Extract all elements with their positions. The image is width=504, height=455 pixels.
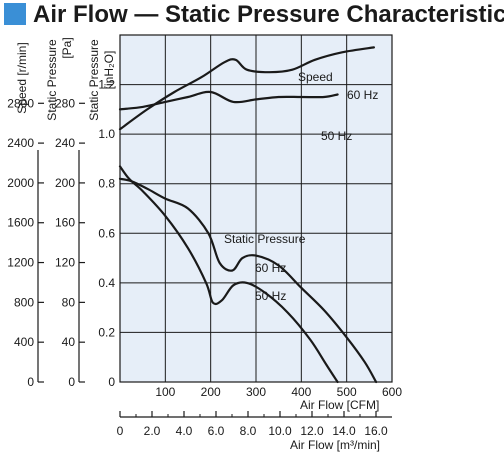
m3-tick-label: 10.0 [268,424,292,438]
pa-tick-label: 200 [55,176,75,190]
pa-tick-label: 0 [68,375,75,389]
pressure-pa-axis-label-line2: [Pa] [60,37,74,58]
x-m3-axis-label: Air Flow [m³/min] [290,438,380,452]
cfm-tick-label: 600 [382,385,402,399]
pressure-curve-60hz [118,177,378,384]
inh2o-tick-label: 1.0 [98,127,115,141]
speed-tick-label: 2000 [7,176,34,190]
speed-tick-label: 2800 [7,96,34,110]
speed-axis-label: Speed [r/min] [15,42,29,113]
curves [118,46,378,384]
pa-tick-label: 240 [55,136,75,150]
pa-tick-label: 40 [62,335,76,349]
pressure-pa-axis-label-line1: Static Pressure [45,39,59,121]
pa-tick-label: 280 [55,96,75,110]
pressure-pa-axis-ticks: 280 240 200 160 120 80 40 0 [55,96,85,389]
speed-tick-label: 1200 [7,256,34,270]
pressure-inh2o-axis-label-line2: [inH₂O] [102,51,116,90]
pa-tick-label: 80 [62,295,76,309]
m3-tick-label: 12.0 [300,424,324,438]
inh2o-tick-label: 1.2 [98,78,115,92]
x-m3-axis-ticks: 0 2.0 4.0 6.0 8.0 10.0 12.0 14.0 16.0 [117,411,388,438]
chart-title: Air Flow — Static Pressure Characteristi… [33,1,504,28]
speed-curve-50hz [118,90,339,111]
m3-tick-label: 0 [117,424,124,438]
inh2o-tick-label: 0.4 [98,276,115,290]
cfm-tick-label: 300 [246,385,266,399]
x-cfm-axis-ticks: 100 200 300 400 500 600 [155,385,402,399]
cfm-tick-label: 400 [291,385,311,399]
speed-tick-label: 400 [14,335,34,349]
pressure-inh2o-axis-ticks: 1.2 1.0 0.8 0.6 0.4 0.2 0 [98,78,115,389]
inh2o-tick-label: 0.8 [98,177,115,191]
m3-tick-label: 14.0 [332,424,356,438]
x-cfm-axis-label: Air Flow [CFM] [300,398,379,412]
m3-tick-label: 8.0 [240,424,257,438]
annotation-static-pressure: Static Pressure [224,232,306,246]
annotation-speed: Speed [298,70,333,84]
cfm-tick-label: 200 [201,385,221,399]
m3-tick-label: 4.0 [176,424,193,438]
speed-curve-60hz [118,46,375,131]
speed-tick-label: 800 [14,295,34,309]
annotation-pressure-60hz: 60 Hz [255,261,286,275]
annotation-pressure-50hz: 50 Hz [255,289,286,303]
speed-tick-label: 0 [27,375,34,389]
m3-tick-label: 2.0 [144,424,161,438]
inh2o-tick-label: 0.6 [98,226,115,240]
inh2o-tick-label: 0.2 [98,325,115,339]
annotation-speed-50hz: 50 Hz [321,129,352,143]
m3-tick-label: 6.0 [208,424,225,438]
pressure-inh2o-axis-label-line1: Static Pressure [87,39,101,121]
pa-tick-label: 160 [55,216,75,230]
speed-axis-ticks: 2800 2400 2000 1600 1200 800 400 0 [7,96,44,389]
speed-tick-label: 1600 [7,216,34,230]
m3-tick-label: 16.0 [364,424,388,438]
annotation-speed-60hz: 60 Hz [347,88,378,102]
inh2o-tick-label: 0 [108,375,115,389]
pa-tick-label: 120 [55,256,75,270]
pressure-curve-50hz [118,165,339,384]
speed-tick-label: 2400 [7,136,34,150]
title-accent-square [4,3,26,25]
cfm-tick-label: 500 [337,385,357,399]
cfm-tick-label: 100 [155,385,175,399]
